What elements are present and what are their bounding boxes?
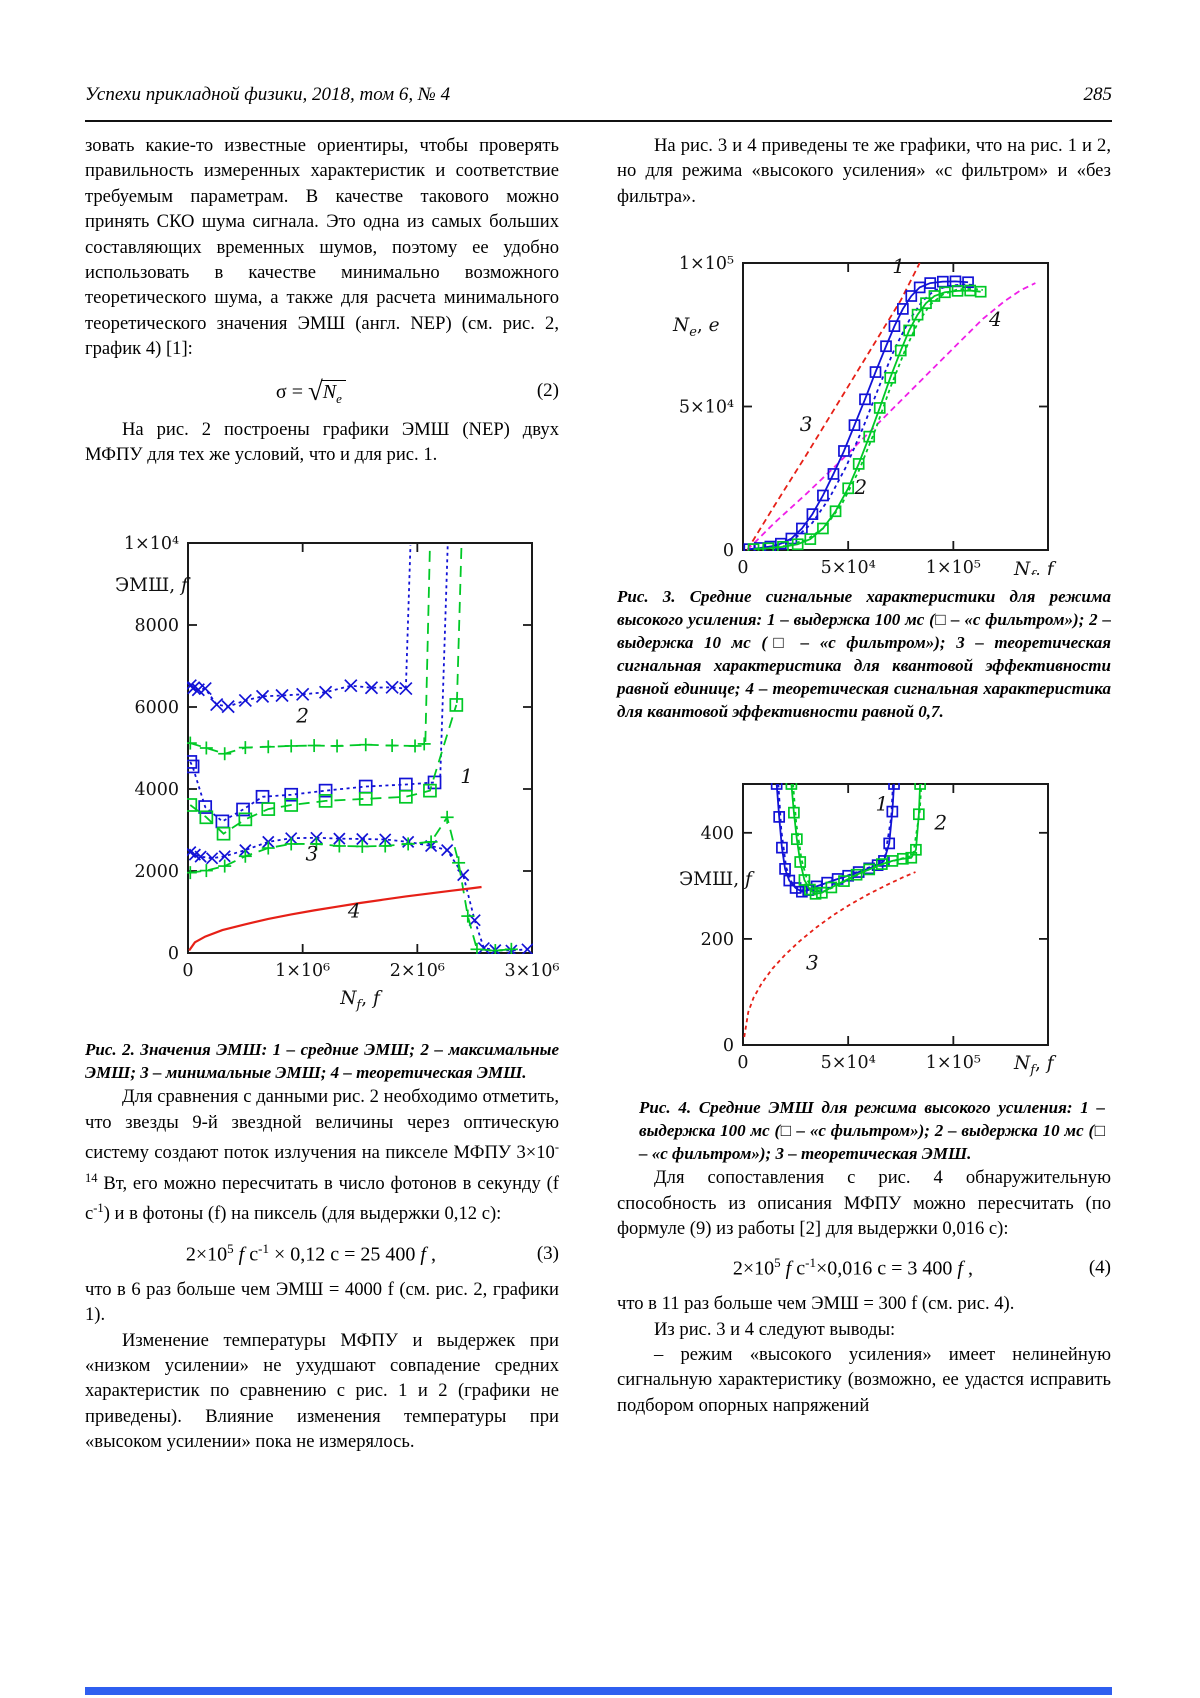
equation-2-number: (2) (536, 380, 559, 402)
equation-2: σ = √Ne (2) (85, 376, 559, 407)
svg-text:4000: 4000 (134, 780, 179, 800)
equation-3-number: (3) (536, 1242, 559, 1264)
svg-text:1×10⁵: 1×10⁵ (926, 1053, 981, 1073)
svg-text:0: 0 (723, 1036, 734, 1056)
svg-text:0: 0 (182, 961, 193, 981)
svg-text:Nf, f: Nf, f (1013, 559, 1057, 575)
svg-text:2: 2 (933, 811, 947, 835)
svg-text:1×10⁵: 1×10⁵ (679, 254, 734, 274)
svg-text:0: 0 (168, 944, 179, 964)
svg-text:1: 1 (460, 764, 473, 788)
svg-text:1: 1 (875, 792, 888, 816)
svg-text:ЭМШ, f: ЭМШ, f (679, 869, 755, 890)
svg-text:8000: 8000 (134, 616, 179, 636)
svg-text:400: 400 (701, 824, 734, 844)
svg-text:Nf, f: Nf, f (1013, 1053, 1057, 1078)
equation-2-body: σ = √Ne (85, 376, 537, 407)
page-number: 285 (1083, 84, 1113, 105)
paragraph-intro: зовать какие-то известные ориентиры, что… (85, 135, 559, 360)
equation-3-body: 2×105 f с-1 × 0,12 с = 25 400 f , (185, 1241, 436, 1266)
left-column: зовать какие-то известные ориентиры, что… (85, 133, 559, 1455)
superscript: -1 (93, 1201, 104, 1216)
equation-4: 2×105 f с-1×0,016 с = 3 400 f , (4) (617, 1255, 1111, 1281)
svg-text:2×10⁶: 2×10⁶ (390, 961, 445, 981)
svg-text:3: 3 (800, 412, 813, 436)
figure-3-chart: 0 5×10⁴ 1×10⁵ 0 5×10⁴ 1×10⁵ 1 2 3 4 Ne, e Nf, f (617, 235, 1111, 575)
svg-text:3: 3 (305, 842, 318, 866)
svg-text:4: 4 (988, 307, 1002, 331)
svg-text:1×10⁶: 1×10⁶ (275, 961, 330, 981)
paragraph-fig2-intro: На рис. 2 построены графики ЭМШ (NEP) дв… (85, 418, 559, 466)
paragraph-temperature: Изменение температуры МФПУ и выдержек пр… (85, 1329, 559, 1453)
figure-2-chart: 0 1×10⁶ 2×10⁶ 3×10⁶ 0 2000 4000 6000 8000 1×10⁴ 1 2… (85, 483, 559, 1028)
svg-text:1×10⁵: 1×10⁵ (926, 558, 981, 575)
journal-title: Успехи прикладной физики, 2018, том 6, №… (85, 84, 451, 105)
paragraph-detectivity: Для сопоставления с рис. 4 обнаружительн… (617, 1167, 1111, 1240)
paragraph-six-times: что в 6 раз больше чем ЭМШ = 4000 f (см.… (85, 1278, 559, 1326)
equation-4-number: (4) (1088, 1257, 1111, 1279)
equation-2-lhs: σ = (275, 380, 308, 403)
paragraph-fig34-intro: На рис. 3 и 4 приведены те же графики, ч… (617, 135, 1111, 207)
svg-text:2000: 2000 (134, 862, 179, 882)
svg-text:2: 2 (295, 704, 309, 728)
paragraph-conclusions-intro: Из рис. 3 и 4 следуют выводы: (654, 1318, 896, 1340)
svg-text:1: 1 (892, 254, 905, 278)
svg-text:ЭМШ, f: ЭМШ, f (115, 575, 191, 596)
header-rule (85, 120, 1112, 122)
bottom-highlight-bar (85, 1687, 1112, 1695)
svg-text:5×10⁴: 5×10⁴ (679, 398, 734, 418)
equation-2-radicand: Ne (320, 379, 346, 406)
sqrt-symbol: √ (307, 375, 323, 406)
paragraph-eleven-times: что в 11 раз больше чем ЭМШ = 300 f (см.… (617, 1293, 1015, 1315)
equation-3: 2×105 f с-1 × 0,12 с = 25 400 f , (3) (85, 1241, 559, 1267)
right-column: На рис. 3 и 4 приведены те же графики, ч… (617, 133, 1111, 1418)
svg-text:0: 0 (723, 541, 734, 561)
figure-4-chart: 0 5×10⁴ 1×10⁵ 0 200 400 1 2 3 ЭМШ, f Nf, f (617, 761, 1111, 1086)
paragraph-conclusion-item: – режим «высокого усиления» имеет нелине… (617, 1343, 1111, 1416)
figure-4-caption: Рис. 4. Средние ЭМШ для режима высокого … (639, 1098, 1105, 1164)
svg-text:6000: 6000 (134, 698, 179, 718)
svg-text:200: 200 (701, 930, 734, 950)
svg-text:5×10⁴: 5×10⁴ (821, 558, 876, 575)
svg-text:0: 0 (737, 558, 748, 575)
svg-text:4: 4 (347, 899, 361, 923)
svg-text:3×10⁶: 3×10⁶ (504, 961, 559, 981)
svg-text:0: 0 (737, 1053, 748, 1073)
equation-4-body: 2×105 f с-1×0,016 с = 3 400 f , (732, 1255, 973, 1281)
svg-text:Ne, e: Ne, e (672, 315, 720, 340)
svg-text:5×10⁴: 5×10⁴ (821, 1053, 876, 1073)
figure-2-caption: Рис. 2. Значения ЭМШ: 1 – средние ЭМШ; 2… (85, 1040, 559, 1083)
figure-3-caption: Рис. 3. Средние сигнальные характеристик… (617, 587, 1111, 722)
svg-text:Nf, f: Nf, f (339, 988, 383, 1013)
svg-text:3: 3 (806, 951, 819, 975)
page-header: Успехи прикладной физики, 2018, том 6, №… (85, 84, 1112, 106)
paragraph-comparison: Для сравнения с данными рис. 2 необходим… (85, 1086, 559, 1225)
superscript: -14 (85, 1140, 559, 1185)
svg-text:2: 2 (853, 475, 867, 499)
svg-text:1×10⁴: 1×10⁴ (124, 534, 179, 554)
